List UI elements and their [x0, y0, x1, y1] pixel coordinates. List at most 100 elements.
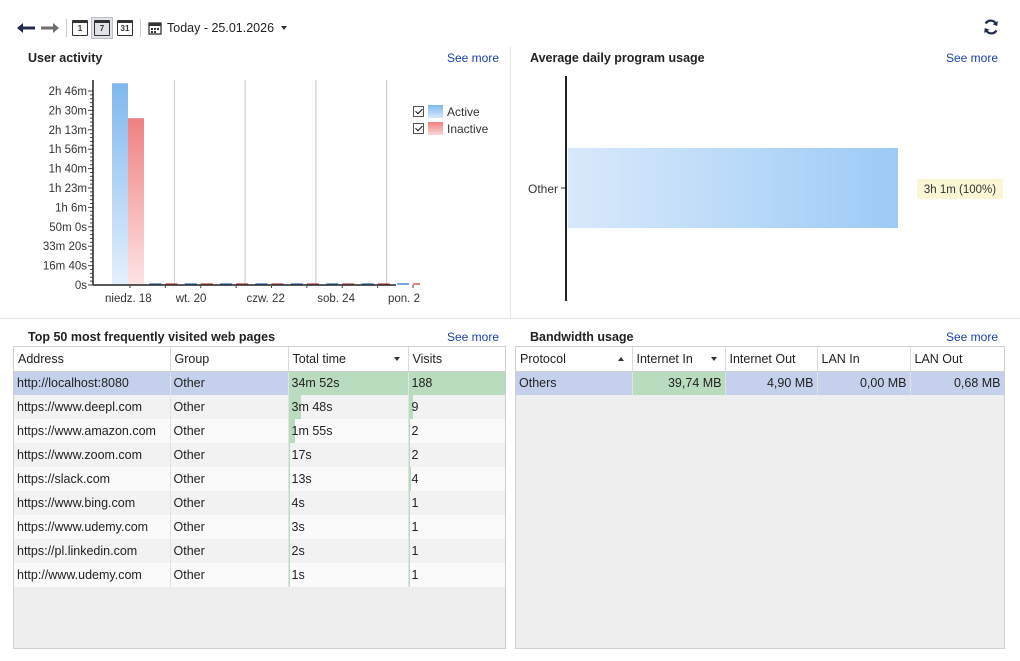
table-header-row: Protocol Internet In Internet Out LAN In… [516, 347, 1004, 372]
y-tick-label: 16m 40s [43, 261, 87, 273]
web-pages-table: Address Group Total time Visits http://l… [13, 346, 506, 649]
cell-text: https://pl.linkedin.com [17, 544, 138, 558]
y-tick-label: 2h 13m [49, 125, 87, 137]
cell-text: http://www.udemy.com [17, 568, 142, 582]
table-row[interactable]: https://slack.com Other 13s 4 [14, 467, 505, 491]
checkbox-active[interactable] [413, 106, 424, 117]
program-usage-see-more-link[interactable]: See more [946, 51, 999, 65]
cell-text: Other [173, 496, 205, 510]
cell-text: 9 [411, 400, 419, 414]
table-row[interactable]: https://www.bing.com Other 4s 1 [14, 491, 505, 515]
column-header-protocol[interactable]: Protocol [516, 347, 633, 372]
cell-total-time: 17s [288, 443, 409, 467]
cell-bar [288, 371, 407, 395]
bandwidth-table: Protocol Internet In Internet Out LAN In… [515, 346, 1005, 649]
cell-text: https://www.udemy.com [17, 520, 149, 534]
cell-total-time: 1s [288, 563, 409, 587]
date-range-selector[interactable]: Today - 25.01.2026 [148, 19, 288, 37]
refresh-icon [984, 19, 998, 35]
cell-total-time: 1m 55s [288, 419, 409, 443]
cell-text: http://localhost:8080 [17, 376, 129, 391]
forward-button[interactable] [40, 18, 60, 38]
table-row[interactable]: https://www.deepl.com Other 3m 48s 9 [14, 395, 505, 419]
x-tick-label: niedz. 18 [105, 293, 152, 305]
cell-group: Other [170, 467, 289, 491]
column-header-lan-out[interactable]: LAN Out [910, 347, 1004, 372]
column-header-address[interactable]: Address [14, 347, 171, 372]
refresh-button[interactable] [982, 18, 1002, 38]
x-tick-label: wt. 20 [175, 293, 207, 305]
legend-item-active[interactable]: Active [413, 103, 488, 120]
y-tick-label: 0s [75, 280, 87, 292]
column-header-group[interactable]: Group [170, 347, 289, 372]
calendar-week-icon: 7 [94, 20, 110, 36]
table-header-row: Address Group Total time Visits [14, 347, 505, 372]
legend-item-inactive[interactable]: Inactive [413, 120, 488, 137]
table-row[interactable]: https://www.amazon.com Other 1m 55s 2 [14, 419, 505, 443]
cell-text: 1m 55s [291, 424, 333, 438]
x-tick-label: sob. 24 [317, 293, 355, 305]
table-row[interactable]: Others 39,74 MB 4,90 MB 0,00 MB 0,68 MB [516, 371, 1004, 395]
arrow-left-icon [17, 23, 35, 33]
x-tick-label: czw. 22 [247, 293, 285, 305]
user-activity-title: User activity [28, 51, 103, 65]
cell-bar [288, 419, 296, 443]
table-row[interactable]: http://www.udemy.com Other 1s 1 [14, 563, 505, 587]
column-header-internet-out[interactable]: Internet Out [725, 347, 818, 372]
table-row[interactable]: https://www.zoom.com Other 17s 2 [14, 443, 505, 467]
y-tick-label: 1h 6m [55, 202, 87, 214]
cell-text: 2s [291, 544, 305, 558]
cell-text: 1s [291, 568, 305, 582]
back-button[interactable] [16, 18, 36, 38]
cell-bar [288, 539, 291, 563]
cell-total-time: 3s [288, 515, 409, 539]
bandwidth-see-more-link[interactable]: See more [946, 330, 999, 344]
bar-active [112, 83, 128, 286]
y-tick-label: 1h 56m [49, 144, 87, 156]
cell-bar [288, 443, 291, 467]
table-row[interactable]: http://localhost:8080 Other 34m 52s 188 [14, 371, 505, 395]
cell-bar [288, 515, 291, 539]
cell-text: 4 [411, 472, 419, 486]
cell-text: Other [173, 472, 205, 486]
cell-total-time: 34m 52s [288, 371, 409, 395]
cell-bar [288, 467, 291, 491]
cell-group: Other [170, 419, 289, 443]
cell-bar [408, 491, 410, 515]
cell-text: Other [173, 376, 205, 391]
table-row[interactable]: https://www.udemy.com Other 3s 1 [14, 515, 505, 539]
cell-visits: 4 [408, 467, 505, 491]
cell-lan-in: 0,00 MB [817, 371, 911, 395]
cell-bar [408, 443, 410, 467]
column-header-internet-in[interactable]: Internet In [632, 347, 726, 372]
cell-bar [408, 515, 410, 539]
cell-text: https://www.deepl.com [17, 400, 143, 414]
cell-address: https://www.bing.com [14, 491, 171, 515]
legend-swatch-active [428, 105, 443, 118]
cell-bar [408, 419, 410, 443]
checkbox-inactive[interactable] [413, 123, 424, 134]
cell-bar [408, 395, 414, 419]
cell-total-time: 2s [288, 539, 409, 563]
cell-text: 1 [411, 496, 419, 510]
month-view-button[interactable]: 31 [117, 18, 133, 38]
column-header-visits[interactable]: Visits [408, 347, 505, 372]
cell-bar [288, 563, 291, 587]
user-activity-see-more-link[interactable]: See more [447, 51, 500, 65]
panel-divider [510, 46, 511, 318]
week-view-button[interactable]: 7 [91, 17, 113, 39]
column-header-total-time[interactable]: Total time [288, 347, 409, 372]
cell-visits: 2 [408, 443, 505, 467]
cell-lan-out: 0,68 MB [910, 371, 1004, 395]
cell-internet-out: 4,90 MB [725, 371, 818, 395]
day-view-button[interactable]: 1 [72, 18, 88, 38]
date-label: Today - 25.01.2026 [167, 21, 275, 35]
table-row[interactable]: https://pl.linkedin.com Other 2s 1 [14, 539, 505, 563]
cell-text: 2 [411, 448, 419, 462]
cell-total-time: 4s [288, 491, 409, 515]
column-header-lan-in[interactable]: LAN In [817, 347, 911, 372]
cell-text: 188 [411, 376, 433, 391]
bandwidth-title: Bandwidth usage [530, 330, 634, 344]
web-pages-see-more-link[interactable]: See more [447, 330, 500, 344]
y-tick-label: 33m 20s [43, 241, 87, 253]
